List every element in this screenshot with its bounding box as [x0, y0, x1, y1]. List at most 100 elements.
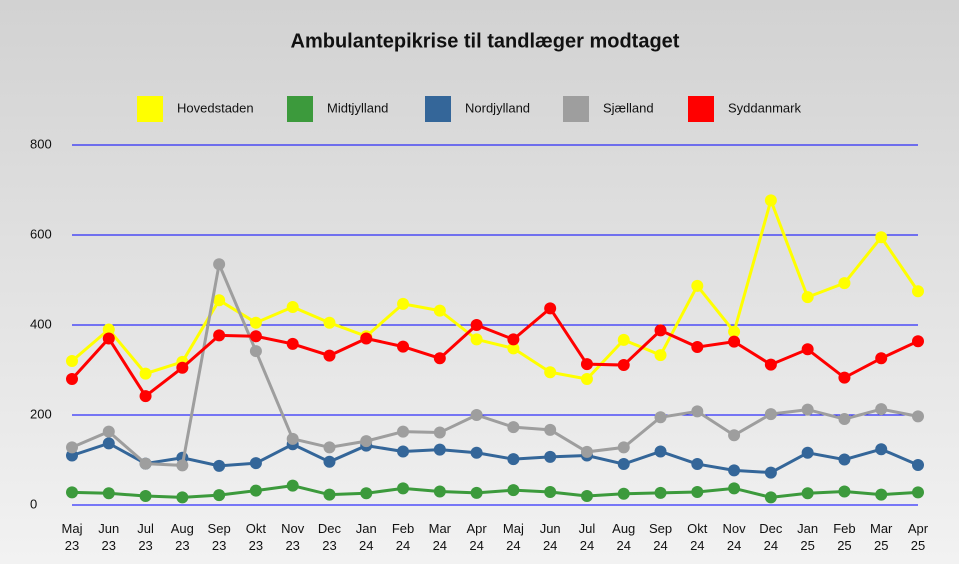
data-point — [580, 490, 593, 502]
data-point — [102, 437, 115, 450]
data-point — [838, 277, 851, 290]
legend-label: Hovedstaden — [177, 100, 254, 115]
data-point — [249, 316, 262, 329]
data-point — [691, 279, 704, 292]
data-point — [617, 487, 630, 500]
data-point — [397, 482, 410, 495]
data-point — [66, 486, 78, 499]
data-point — [691, 405, 704, 418]
x-tick-label: Okt 23 — [245, 521, 267, 553]
x-tick-label: Jun 23 — [98, 521, 120, 553]
legend-label: Syddanmark — [728, 100, 801, 115]
data-point — [66, 441, 78, 454]
legend-swatch — [563, 96, 589, 122]
x-tick-label: Sep 23 — [207, 521, 231, 553]
data-point — [728, 464, 741, 477]
data-point — [838, 413, 851, 426]
data-point — [580, 373, 593, 385]
x-tick-label: Sep 24 — [648, 521, 673, 553]
data-point — [286, 479, 299, 492]
data-point — [360, 487, 373, 500]
legend-swatch — [287, 96, 313, 122]
y-tick-label: 800 — [30, 136, 52, 151]
data-point — [764, 466, 777, 479]
data-point — [912, 410, 924, 423]
data-point — [397, 445, 410, 458]
data-point — [507, 421, 520, 434]
data-point — [139, 490, 152, 502]
data-point — [470, 319, 483, 331]
x-tick-label: Apr 24 — [466, 521, 487, 553]
data-point — [323, 455, 336, 468]
series-line — [71, 259, 919, 467]
y-tick-label: 400 — [30, 316, 52, 331]
data-point — [360, 435, 373, 448]
data-point — [912, 335, 924, 348]
series-line — [71, 441, 919, 475]
x-tick-label: Apr 25 — [907, 521, 929, 553]
data-point — [544, 423, 557, 436]
x-tick-label: Feb 24 — [391, 521, 415, 553]
data-point — [213, 459, 226, 472]
data-point — [102, 487, 115, 500]
data-point — [617, 359, 630, 372]
data-point — [801, 291, 814, 304]
data-point — [360, 332, 373, 345]
data-point — [838, 371, 851, 384]
data-point — [507, 333, 520, 346]
data-point — [397, 425, 410, 438]
data-point — [617, 333, 630, 346]
data-point — [801, 487, 814, 500]
y-tick-label: 200 — [30, 406, 52, 421]
data-point — [397, 340, 410, 353]
data-point — [912, 458, 924, 471]
data-point — [801, 403, 814, 416]
x-tick-label: Jun 24 — [539, 521, 561, 553]
data-point — [433, 426, 446, 439]
data-point — [323, 316, 336, 329]
data-point — [617, 441, 630, 454]
data-point — [544, 302, 557, 315]
data-point — [764, 194, 777, 207]
data-point — [470, 446, 483, 459]
data-point — [249, 345, 262, 358]
data-point — [654, 324, 667, 337]
series-line — [70, 306, 919, 399]
data-point — [544, 450, 557, 463]
x-tick-label: Okt 24 — [687, 521, 708, 553]
x-tick-label: Mar 25 — [870, 521, 893, 553]
data-point — [139, 457, 152, 470]
data-point — [691, 458, 704, 471]
data-point — [654, 445, 667, 458]
data-point — [764, 408, 777, 421]
data-point — [213, 294, 226, 307]
data-point — [102, 425, 115, 438]
data-point — [470, 486, 483, 499]
series-line — [71, 195, 920, 381]
data-point — [654, 486, 667, 499]
data-point — [764, 491, 777, 504]
x-tick-label: Aug 23 — [170, 521, 194, 553]
x-tick-label: Maj 24 — [502, 521, 524, 553]
data-point — [654, 349, 667, 362]
data-point — [470, 409, 483, 421]
x-tick-label: Nov 23 — [281, 521, 305, 553]
y-tick-label: 0 — [30, 496, 37, 511]
data-point — [875, 443, 888, 456]
x-tick-label: Jul 24 — [578, 521, 596, 553]
data-point — [102, 323, 115, 336]
data-point — [66, 373, 78, 385]
data-point — [66, 355, 78, 367]
data-point — [249, 457, 262, 470]
data-point — [728, 325, 741, 338]
data-point — [433, 485, 446, 498]
data-point — [213, 489, 226, 502]
x-tick-label: Nov 24 — [722, 521, 746, 553]
legend-swatch — [425, 96, 451, 122]
x-tick-label: Maj 23 — [61, 521, 83, 553]
legend-label: Sjælland — [603, 100, 654, 115]
data-point — [617, 458, 630, 471]
data-point — [433, 443, 446, 456]
